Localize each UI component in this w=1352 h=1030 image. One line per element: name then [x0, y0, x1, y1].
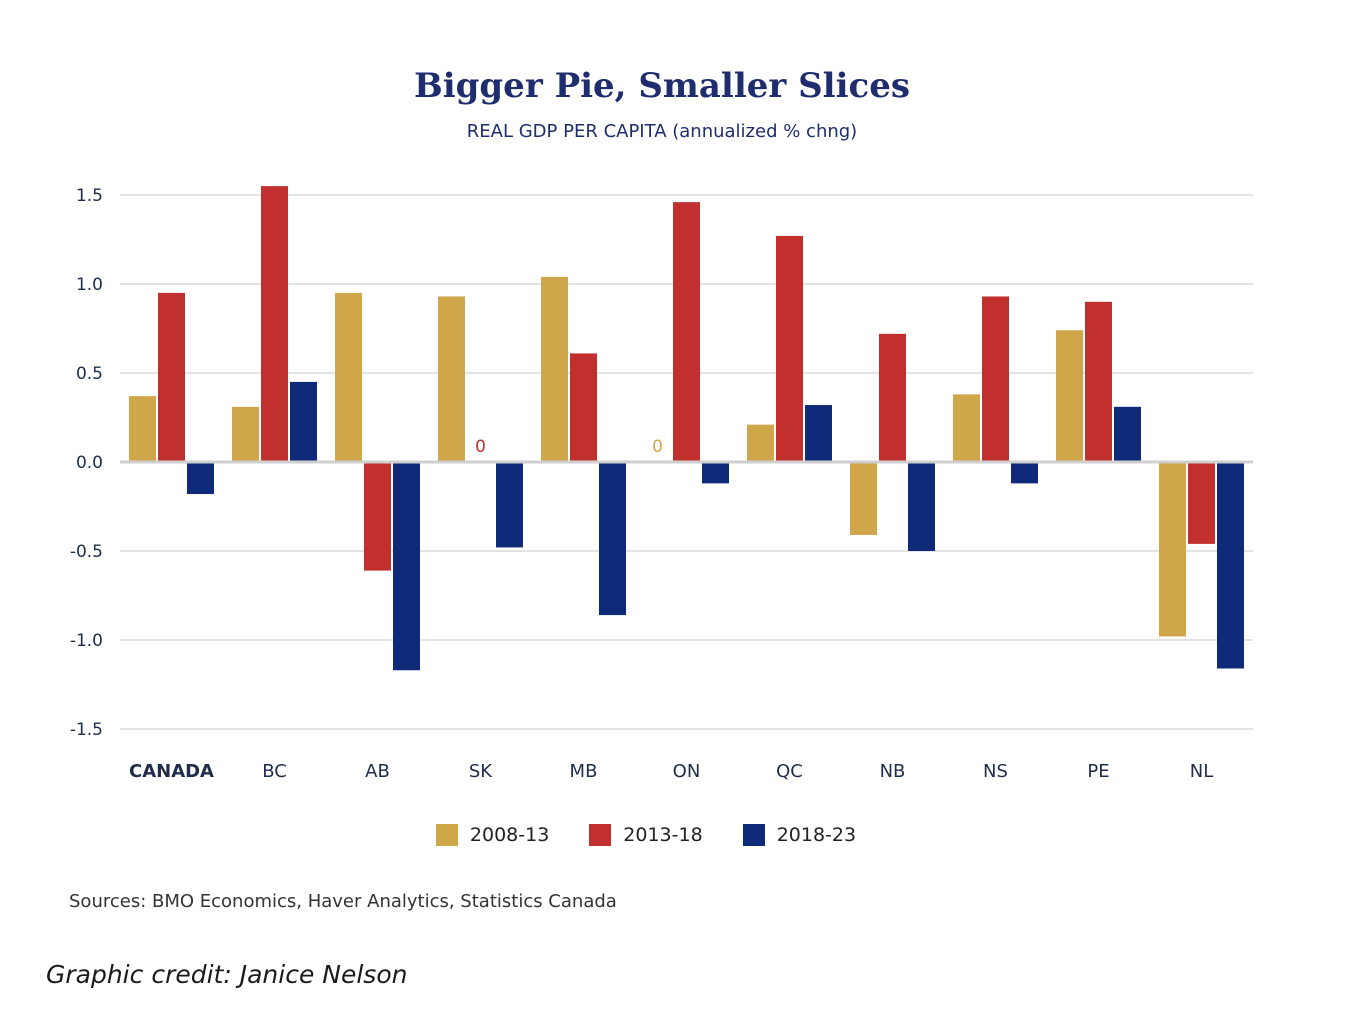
y-tick-label: 1.0 [76, 275, 103, 295]
bar-mb-2008-13 [541, 276, 568, 462]
y-tick-label: -0.5 [70, 542, 103, 562]
legend-label: 2013-18 [623, 824, 703, 846]
bar-nl-2013-18 [1188, 462, 1215, 544]
x-tick-label: SK [469, 761, 493, 782]
x-tick-label: ON [673, 761, 701, 782]
x-tick-label: NB [880, 761, 906, 782]
bar-mb-2018-23 [599, 462, 626, 616]
x-tick-label: MB [570, 761, 598, 782]
bar-nb-2018-23 [908, 462, 935, 551]
bar-on-2018-23 [702, 462, 729, 484]
bar-nb-2008-13 [850, 462, 877, 535]
bar-bc-2018-23 [290, 381, 317, 462]
bar-canada-2008-13 [129, 396, 156, 462]
x-tick-label: QC [776, 761, 803, 782]
y-tick-label: -1.5 [70, 720, 103, 740]
x-tick-label: BC [262, 761, 287, 782]
bar-qc-2013-18 [776, 235, 803, 462]
bar-on-2013-18 [673, 202, 700, 462]
bar-sk-2018-23 [496, 462, 523, 548]
legend-label: 2018-23 [776, 824, 857, 846]
legend-swatch [435, 824, 458, 846]
legend: 2008-13 2013-18 2018-23 [0, 824, 1292, 846]
bar-nl-2008-13 [1159, 462, 1186, 637]
x-axis-tick-labels: CANADA BC AB SK MB ON QC NB NS PE NL [129, 761, 1213, 782]
legend-swatch [589, 824, 612, 846]
bar-bc-2008-13 [232, 406, 259, 462]
chart-title: Bigger Pie, Smaller Slices [413, 66, 910, 106]
bar-pe-2008-13 [1056, 330, 1083, 462]
x-tick-label: AB [365, 761, 390, 782]
bar-ab-2013-18 [364, 462, 391, 571]
bar-pe-2013-18 [1085, 301, 1112, 462]
bars [129, 186, 1244, 671]
bar-bc-2013-18 [261, 186, 288, 462]
bar-sk-2008-13 [438, 296, 465, 462]
zero-value-label: 0 [652, 437, 663, 457]
x-tick-label: PE [1087, 761, 1109, 782]
y-tick-label: -1.0 [70, 631, 103, 651]
y-tick-label: 1.5 [76, 186, 103, 206]
bar-ab-2018-23 [393, 462, 420, 671]
bar-ab-2008-13 [335, 292, 362, 462]
legend-item: 2018-23 [742, 824, 857, 846]
legend-label: 2008-13 [469, 824, 550, 846]
y-tick-label: 0.0 [76, 453, 103, 473]
bar-nl-2018-23 [1217, 462, 1244, 669]
bar-ns-2013-18 [982, 296, 1009, 462]
bar-qc-2008-13 [747, 424, 774, 462]
x-tick-label: NS [983, 761, 1008, 782]
chart-subtitle: REAL GDP PER CAPITA (annualized % chng) [466, 121, 858, 142]
y-tick-label: 0.5 [76, 364, 103, 384]
sources-note: Sources: BMO Economics, Haver Analytics,… [69, 891, 617, 912]
y-axis-tick-labels: 1.5 1.0 0.5 0.0 -0.5 -1.0 -1.5 [70, 186, 103, 740]
legend-item: 2008-13 [435, 824, 550, 846]
x-tick-label: CANADA [129, 761, 214, 782]
x-tick-label: NL [1190, 761, 1214, 782]
graphic-credit: Graphic credit: Janice Nelson [46, 960, 408, 989]
bar-nb-2013-18 [879, 333, 906, 462]
legend-item: 2013-18 [589, 824, 703, 846]
bar-pe-2018-23 [1114, 406, 1141, 462]
legend-swatch [742, 824, 765, 846]
bar-canada-2013-18 [158, 292, 185, 462]
bar-mb-2013-18 [570, 353, 597, 462]
bar-ns-2008-13 [953, 394, 980, 462]
bar-qc-2018-23 [805, 405, 832, 462]
zero-value-label: 0 [475, 437, 486, 457]
bar-ns-2018-23 [1011, 462, 1038, 484]
bar-canada-2018-23 [187, 462, 214, 495]
